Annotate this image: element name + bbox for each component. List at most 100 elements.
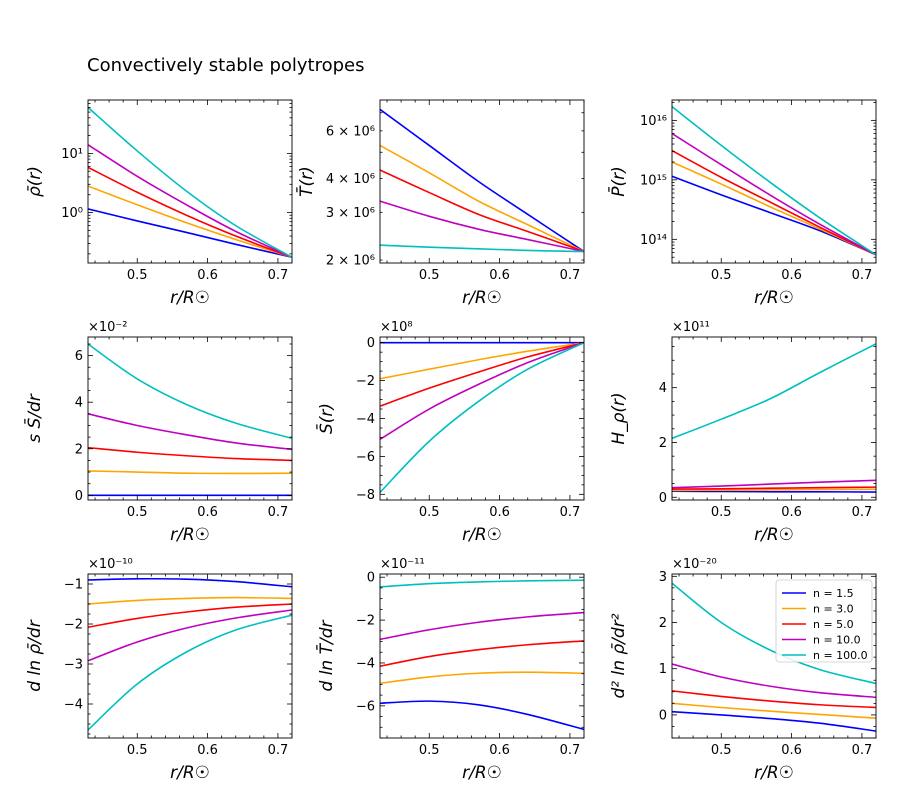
x-tick-label: 0.7 — [268, 505, 289, 520]
panel-Hrho: 0.5 0.6 0.7 0 2 4 ×10¹¹ r/R☉ H_ρ(r) — [609, 320, 877, 545]
x-axis-label: r/R☉ — [170, 763, 210, 783]
plot-frame — [379, 573, 585, 739]
y-offset-label: ×10⁸ — [380, 320, 413, 335]
series-line-2 — [672, 488, 876, 492]
legend-label: n = 100.0 — [813, 649, 868, 662]
y-tick-label: 3 — [659, 570, 667, 585]
series-line-2 — [672, 161, 876, 256]
x-axis-label: r/R☉ — [170, 288, 210, 308]
series-group — [88, 343, 292, 497]
x-tick-label: 0.6 — [781, 268, 802, 283]
x-tick-label: 0.7 — [560, 268, 581, 283]
series-group — [672, 106, 876, 256]
y-offset-label: ×10⁻² — [88, 320, 128, 335]
panel-dSdr: 0.5 0.6 0.7 0 2 4 6 ×10⁻² r/R☉ s S̄/dr — [23, 320, 293, 545]
x-axis-label: r/R☉ — [754, 288, 794, 308]
x-tick-label: 0.6 — [489, 505, 510, 520]
y-tick-label: −2 — [356, 374, 375, 389]
x-tick-label: 0.7 — [560, 743, 581, 758]
panel-d2lnrho: 0.5 0.6 0.7 0 1 2 3 ×10⁻²⁰ r/R☉ d² ln ρ̄/dr² n = 1… — [609, 557, 877, 783]
series-line-2 — [380, 144, 584, 253]
series-line-5 — [672, 343, 876, 440]
y-offset-label: ×10⁻¹⁰ — [88, 557, 133, 572]
y-axis-label: P̄(r) — [607, 166, 629, 197]
x-tick-label: 0.5 — [419, 268, 440, 283]
y-tick-label: 6 × 10⁶ — [326, 124, 375, 139]
panel-S: 0.5 0.6 0.7 −8 −6 −4 −2 0 ×10⁸ r/R☉ S̄(r) — [315, 320, 585, 545]
x-axis-label: r/R☉ — [462, 288, 502, 308]
series-group — [380, 341, 584, 493]
y-tick-label: −2 — [356, 614, 375, 629]
series-line-1 — [88, 577, 292, 588]
x-tick-label: 0.5 — [711, 505, 732, 520]
y-tick-label: 4 — [75, 396, 83, 411]
series-line-3 — [88, 603, 292, 628]
x-tick-label: 0.7 — [852, 505, 873, 520]
y-tick-label: 4 — [659, 381, 667, 396]
legend-label: n = 10.0 — [813, 634, 861, 647]
plot-frame — [671, 99, 877, 264]
x-tick-label: 0.6 — [197, 505, 218, 520]
panel-P: 0.5 0.6 0.7 10¹⁴ 10¹⁵ 10¹⁶ r/R☉ P̄(r) — [607, 99, 877, 308]
series-line-3 — [88, 166, 292, 259]
series-line-2 — [380, 671, 584, 685]
series-line-5 — [380, 341, 584, 493]
plot-frame — [671, 336, 877, 501]
y-tick-label: −6 — [356, 699, 375, 714]
x-tick-label: 0.5 — [127, 505, 148, 520]
y-tick-label: −6 — [356, 450, 375, 465]
x-tick-label: 0.6 — [781, 505, 802, 520]
series-line-4 — [380, 200, 584, 253]
x-axis-label: r/R☉ — [754, 763, 794, 783]
series-line-4 — [380, 611, 584, 641]
x-tick-label: 0.6 — [197, 743, 218, 758]
y-tick-label: 10¹ — [61, 147, 83, 162]
plot-frame — [379, 336, 585, 501]
y-tick-label: −4 — [64, 698, 83, 713]
y-axis-label: d ln T̄/dr — [315, 620, 337, 692]
y-tick-label: 2 — [659, 436, 667, 451]
y-tick-label: 0 — [367, 336, 375, 351]
plot-frame — [671, 573, 877, 739]
series-line-3 — [380, 169, 584, 253]
series-line-2 — [380, 341, 584, 380]
y-offset-label: ×10⁻²⁰ — [672, 557, 717, 572]
y-tick-label: 6 — [75, 349, 83, 364]
x-tick-label: 0.7 — [268, 743, 289, 758]
x-axis-label: r/R☉ — [462, 763, 502, 783]
series-group — [88, 106, 292, 259]
series-line-3 — [380, 640, 584, 667]
x-tick-label: 0.6 — [197, 268, 218, 283]
y-tick-label: 10¹⁶ — [640, 114, 667, 129]
y-tick-label: 3 × 10⁶ — [326, 206, 375, 221]
legend-box — [775, 579, 873, 663]
y-axis-label: s S̄/dr — [23, 393, 45, 443]
plot-frame — [87, 99, 293, 264]
x-tick-label: 0.5 — [419, 505, 440, 520]
panel-T: 0.5 0.6 0.7 2 × 10⁶ 3 × 10⁶ 4 × 10⁶ 6 × 10⁶ r/R… — [295, 99, 585, 308]
x-tick-label: 0.5 — [419, 743, 440, 758]
series-line-5 — [88, 614, 292, 731]
y-tick-label: −4 — [356, 656, 375, 671]
y-axis-label: T̄(r) — [295, 166, 317, 197]
series-group — [672, 582, 876, 732]
series-group — [380, 108, 584, 253]
x-tick-label: 0.5 — [711, 743, 732, 758]
series-line-4 — [88, 609, 292, 662]
series-line-4 — [672, 132, 876, 256]
y-tick-label: 10¹⁴ — [640, 233, 667, 248]
y-axis-label: ρ̄(r) — [25, 166, 45, 197]
x-tick-label: 0.7 — [560, 505, 581, 520]
series-line-3 — [672, 149, 876, 256]
y-tick-label: 2 × 10⁶ — [326, 254, 375, 269]
y-tick-label: 10¹⁵ — [640, 173, 667, 188]
series-group — [672, 343, 876, 493]
y-tick-label: 0 — [75, 489, 83, 504]
y-tick-label: −3 — [64, 658, 83, 673]
x-tick-label: 0.5 — [127, 268, 148, 283]
y-axis-label: d² ln ρ̄/dr² — [609, 613, 629, 698]
y-tick-label: −8 — [356, 488, 375, 503]
x-axis-label: r/R☉ — [754, 525, 794, 545]
x-axis-label: r/R☉ — [462, 525, 502, 545]
y-tick-label: 2 — [75, 442, 83, 457]
